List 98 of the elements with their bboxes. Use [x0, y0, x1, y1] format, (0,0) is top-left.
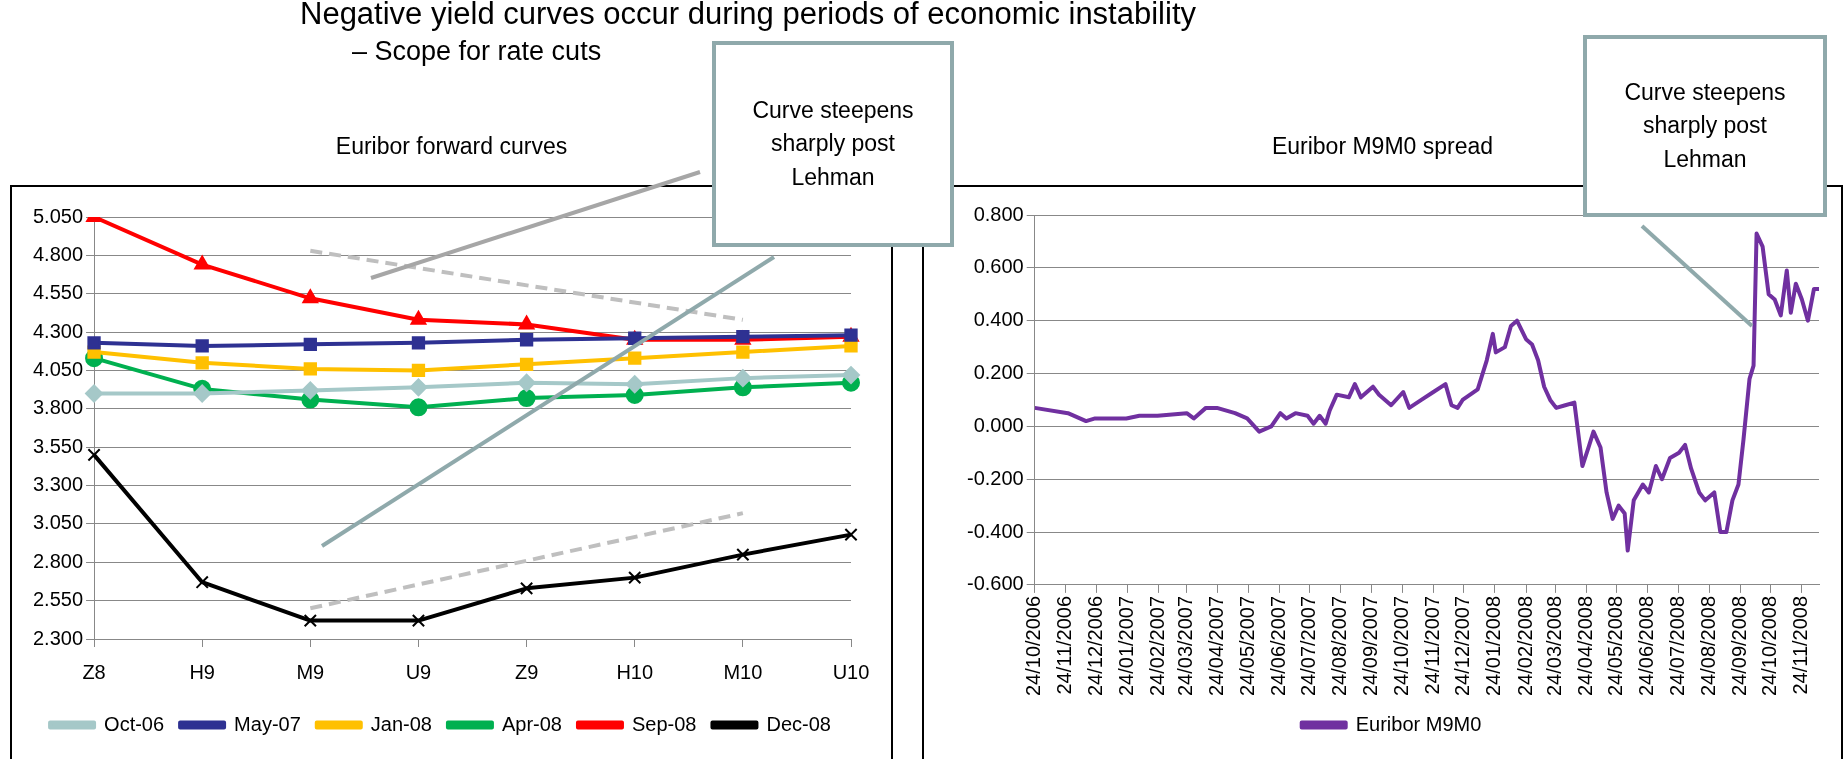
x-tick-label: 24/11/2006 [1053, 595, 1076, 695]
x-tick-label: 24/03/2008 [1542, 595, 1565, 697]
legend-label: Jan-08 [370, 712, 432, 735]
x-tick-label: 24/10/2008 [1758, 595, 1781, 697]
y-tick-label: 3.050 [32, 511, 84, 534]
y-tick-label: -0.200 [966, 466, 1024, 489]
point [517, 373, 536, 392]
point [628, 351, 642, 365]
x-tick-label: 24/10/2007 [1389, 595, 1412, 697]
x-tick-label: 24/11/2008 [1789, 595, 1812, 695]
point [195, 356, 209, 370]
x-tick-label: Z8 [82, 660, 106, 683]
y-tick-label: 4.300 [32, 319, 84, 342]
legend-label: Sep-08 [631, 712, 697, 735]
point [194, 255, 211, 270]
x-tick-label: M9 [296, 660, 325, 683]
point [85, 384, 104, 403]
y-tick-label: 3.800 [32, 396, 84, 419]
x-tick-label: 24/12/2007 [1451, 595, 1474, 697]
x-tick-label: M10 [723, 660, 763, 683]
point [733, 369, 752, 388]
legend-label: Euribor M9M0 [1355, 712, 1482, 735]
x-tick-label: 24/02/2008 [1513, 595, 1536, 697]
point [844, 527, 858, 542]
y-tick-label: 0.200 [973, 361, 1024, 384]
x-tick-label: 24/01/2008 [1482, 595, 1505, 697]
legend-label: Oct-06 [104, 712, 165, 735]
point [411, 613, 426, 628]
y-tick-label: 4.550 [32, 281, 84, 304]
x-tick-label: 24/06/2007 [1266, 595, 1289, 697]
y-tick-label: 3.550 [32, 434, 84, 457]
x-tick-label: 24/07/2007 [1297, 595, 1320, 697]
y-tick-label: 5.050 [32, 204, 84, 227]
callout-box: Curve steepens sharply post Lehman [1583, 35, 1827, 217]
point [736, 547, 750, 562]
x-tick-label: 24/02/2007 [1146, 595, 1169, 697]
x-tick-label: H10 [616, 660, 654, 683]
x-tick-label: 24/07/2008 [1665, 595, 1688, 697]
x-tick-label: 24/05/2008 [1604, 595, 1627, 697]
x-tick-label: 24/12/2006 [1083, 595, 1106, 697]
point [195, 575, 209, 589]
point [625, 375, 644, 394]
point [409, 378, 428, 397]
chart-title: Euribor forward curves [335, 133, 568, 159]
x-tick-label: 24/03/2007 [1174, 595, 1197, 697]
y-tick-label: 0.000 [973, 413, 1024, 436]
x-tick-label: 24/04/2007 [1205, 595, 1228, 697]
x-tick-label: 24/11/2007 [1420, 595, 1443, 695]
x-tick-label: Z9 [514, 660, 539, 683]
y-tick-label: 2.800 [32, 549, 84, 572]
point [411, 363, 426, 378]
point [303, 362, 317, 376]
chart-title: Euribor M9M0 spread [1271, 133, 1494, 159]
point [519, 581, 534, 596]
point [193, 384, 212, 403]
y-tick-label: 4.050 [32, 357, 84, 380]
point [842, 366, 860, 385]
point [519, 357, 534, 371]
x-tick-label: 24/01/2007 [1114, 595, 1137, 697]
x-tick-label: H9 [189, 660, 215, 683]
text: – Scope for rate cuts [352, 36, 602, 66]
point [518, 315, 535, 330]
x-tick-label: 24/08/2007 [1328, 595, 1351, 697]
x-tick-label: 24/05/2007 [1235, 595, 1258, 697]
x-tick-label: U9 [405, 660, 432, 683]
y-tick-label: 4.800 [32, 242, 84, 265]
y-tick-label: 2.550 [32, 588, 84, 611]
x-tick-label: 24/10/2006 [1022, 595, 1045, 697]
point [517, 389, 536, 408]
x-tick-label: U10 [832, 660, 870, 683]
point [301, 381, 320, 400]
y-tick-label: 2.300 [32, 626, 84, 649]
x-tick-label: 24/06/2008 [1635, 595, 1658, 697]
text: Negative yield curves occur during periods of economic instability [300, 0, 1196, 31]
callout-box: Curve steepens sharply post Lehman [712, 41, 954, 247]
y-tick-label: 3.300 [32, 473, 84, 496]
point [195, 339, 209, 353]
x-tick-label: 24/09/2007 [1359, 595, 1382, 697]
point [302, 289, 319, 304]
legend-label: Dec-08 [766, 712, 831, 735]
point [411, 336, 426, 350]
legend-label: Apr-08 [501, 712, 562, 735]
y-tick-label: -0.600 [966, 572, 1024, 595]
y-tick-label: 0.600 [973, 255, 1024, 278]
point [519, 333, 534, 347]
point [87, 336, 101, 350]
y-tick-label: -0.400 [966, 519, 1024, 542]
point [736, 345, 750, 359]
legend-label: May-07 [234, 712, 301, 735]
point [409, 398, 428, 417]
x-tick-label: 24/08/2008 [1696, 595, 1719, 697]
point [303, 613, 317, 628]
y-tick-label: 0.800 [973, 202, 1024, 225]
y-tick-label: 0.400 [973, 308, 1024, 331]
point [628, 570, 642, 585]
point [303, 337, 317, 352]
x-tick-label: 24/09/2008 [1727, 595, 1750, 697]
x-tick-label: 24/04/2008 [1573, 595, 1596, 697]
